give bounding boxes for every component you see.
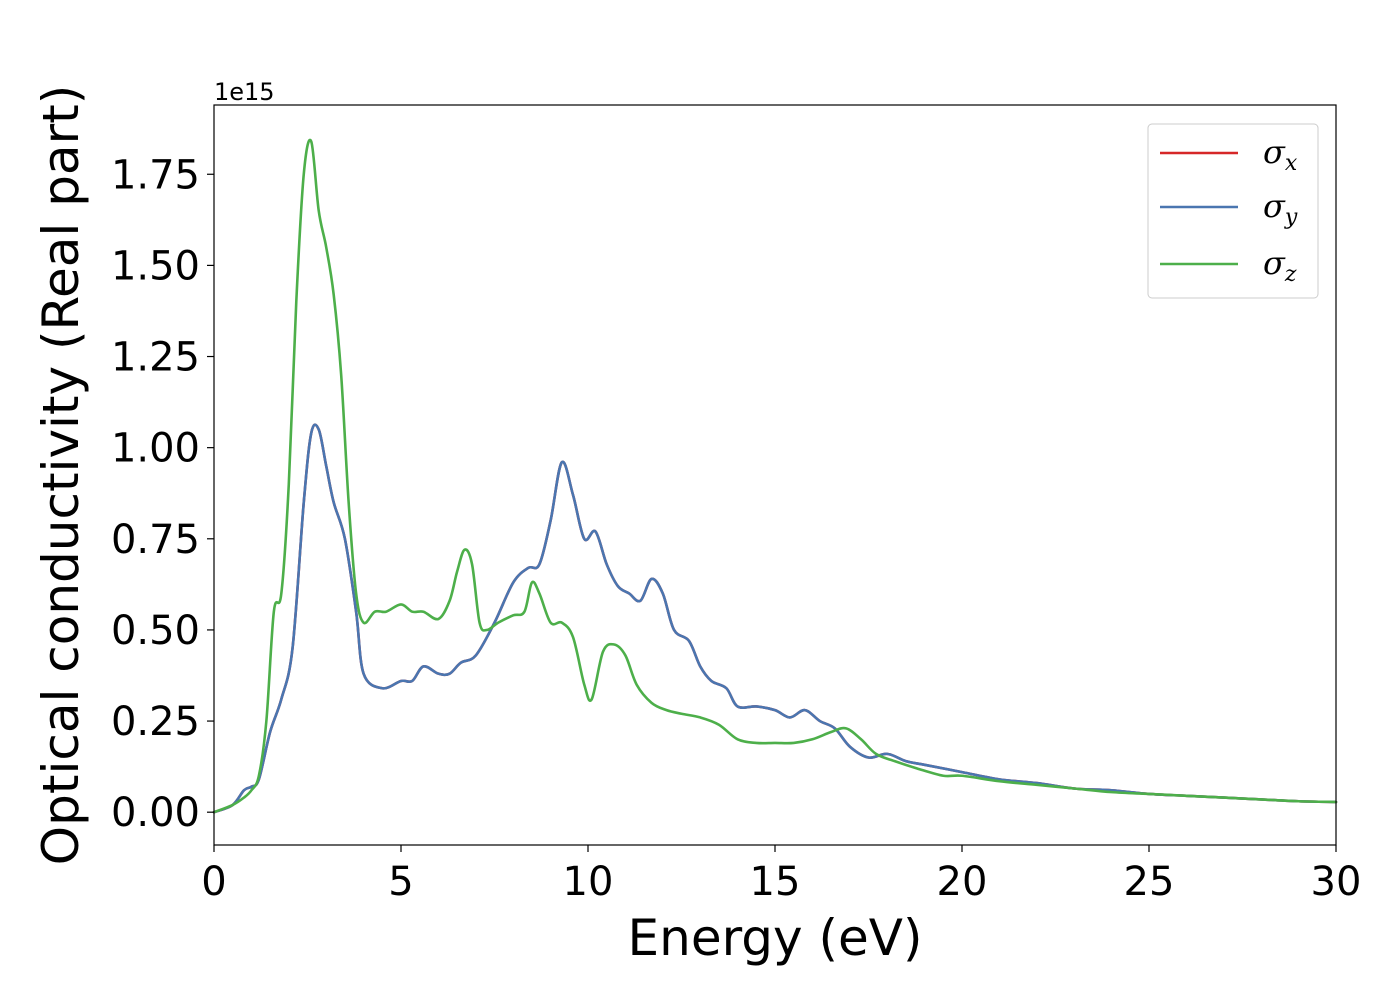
legend-label-z: σz xyxy=(1263,244,1297,287)
legend-label-x: σx xyxy=(1263,133,1298,176)
y-tick-label: 1.25 xyxy=(111,335,200,381)
x-tick-label: 20 xyxy=(937,859,988,905)
y-tick-label: 0.50 xyxy=(111,608,200,654)
y-offset-label: 1e15 xyxy=(214,78,275,106)
y-tick-label: 1.50 xyxy=(111,243,200,289)
x-tick-label: 0 xyxy=(201,859,226,905)
x-tick-label: 10 xyxy=(563,859,614,905)
series-layer xyxy=(212,138,1338,814)
series-line-z xyxy=(212,138,1338,814)
x-tick-label: 30 xyxy=(1311,859,1362,905)
y-tick-label: 0.75 xyxy=(111,517,200,563)
y-tick-label: 0.25 xyxy=(111,699,200,745)
series-line-y xyxy=(212,423,1338,814)
y-tick-label: 0.00 xyxy=(111,790,200,836)
x-axis-ticks: 0 5 10 15 20 25 30 xyxy=(201,845,1361,905)
y-tick-label: 1.75 xyxy=(111,152,200,198)
x-tick-label: 25 xyxy=(1124,859,1175,905)
x-tick-label: 15 xyxy=(750,859,801,905)
x-tick-label: 5 xyxy=(388,859,413,905)
y-axis-title: Optical conductivity (Real part) xyxy=(32,85,90,866)
y-tick-label: 1.00 xyxy=(111,426,200,472)
y-axis-ticks: 0.00 0.25 0.50 0.75 1.00 1.25 1.50 1.75 xyxy=(111,152,214,836)
legend: σx σy σz xyxy=(1147,123,1319,299)
legend-label-y: σy xyxy=(1263,187,1298,230)
legend-box xyxy=(1147,123,1319,299)
x-axis-title: Energy (eV) xyxy=(628,909,923,967)
